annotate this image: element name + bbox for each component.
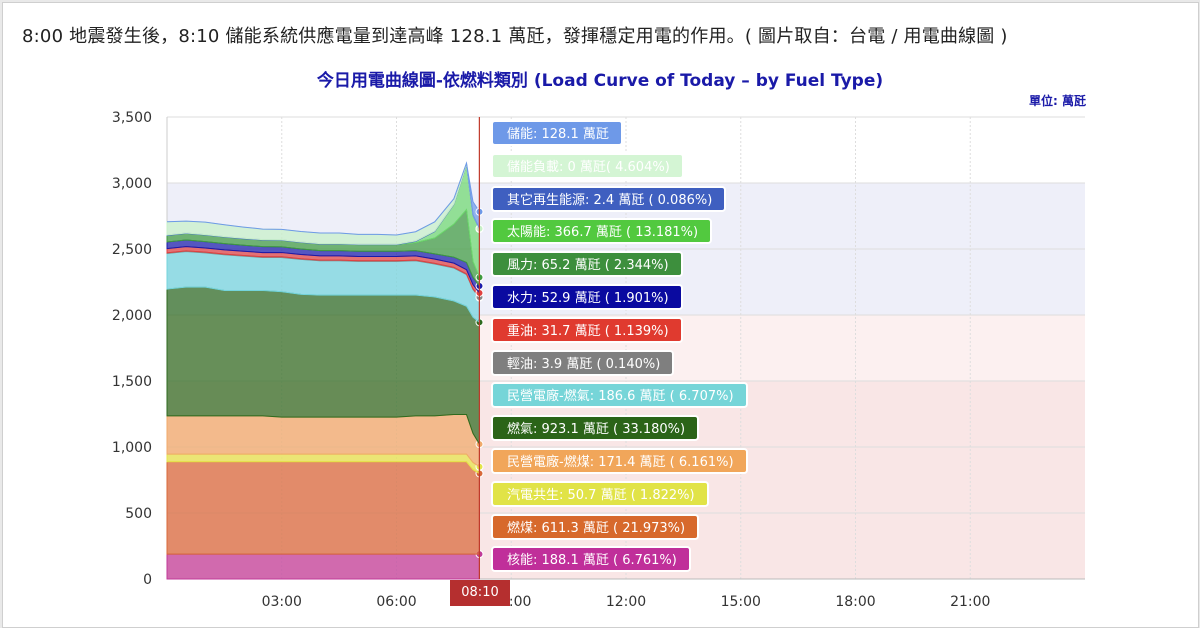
- tooltip-item: 燃氣: 923.1 萬瓩 ( 33.180%): [491, 415, 700, 442]
- y-tick-label: 0: [143, 572, 152, 588]
- hover-time-badge: 08:10: [450, 580, 510, 606]
- tooltip-item: 水力: 52.9 萬瓩 ( 1.901%): [491, 284, 683, 310]
- tooltip-item: 輕油: 3.9 萬瓩 ( 0.140%): [491, 349, 675, 376]
- tooltip-item: 儲能負載: 0 萬瓩( 4.604%): [491, 152, 684, 179]
- tooltip-item: 風力: 65.2 萬瓩 ( 2.344%): [491, 251, 683, 278]
- x-tick-label: 15:00: [721, 594, 761, 610]
- tooltip-item: 太陽能: 366.7 萬瓩 ( 13.181%): [491, 218, 713, 245]
- headline-caption: 8:00 地震發生後，8:10 儲能系統供應電量到達高峰 128.1 萬瓩，發揮…: [22, 26, 1008, 47]
- tooltip-item: 民營電廠-燃氣: 186.6 萬瓩 ( 6.707%): [491, 382, 748, 409]
- tooltip-item: 民營電廠-燃煤: 171.4 萬瓩 ( 6.161%): [491, 448, 748, 474]
- tooltip-item: 燃煤: 611.3 萬瓩 ( 21.973%): [491, 513, 700, 540]
- y-tick-label: 3,500: [112, 110, 152, 126]
- y-tick-label: 1,000: [112, 440, 152, 456]
- tooltip-item: 汽電共生: 50.7 萬瓩 ( 1.822%): [491, 480, 709, 507]
- y-tick-label: 500: [125, 506, 152, 522]
- x-tick-label: 18:00: [835, 594, 875, 610]
- y-tick-label: 2,500: [112, 242, 152, 258]
- tooltip-item: 其它再生能源: 2.4 萬瓩 ( 0.086%): [491, 185, 727, 212]
- tooltip-item: 儲能: 128.1 萬瓩: [491, 120, 623, 146]
- unit-label: 單位: 萬瓩: [1029, 94, 1086, 108]
- area-series-0: [166, 553, 481, 580]
- x-tick-label: 12:00: [606, 594, 646, 610]
- y-tick-label: 3,000: [112, 176, 152, 192]
- area-series-1: [166, 461, 481, 555]
- tooltip-item: 核能: 188.1 萬瓩 ( 6.761%): [491, 546, 691, 573]
- x-tick-label: 03:00: [262, 594, 302, 610]
- x-tick-label: 06:00: [376, 594, 416, 610]
- y-tick-label: 1,500: [112, 374, 152, 390]
- tooltip-item: 重油: 31.7 萬瓩 ( 1.139%): [491, 316, 683, 343]
- chart-title: 今日用電曲線圖-依燃料類別 (Load Curve of Today – by …: [316, 71, 884, 91]
- y-tick-label: 2,000: [112, 308, 152, 324]
- x-tick-label: 21:00: [950, 594, 990, 610]
